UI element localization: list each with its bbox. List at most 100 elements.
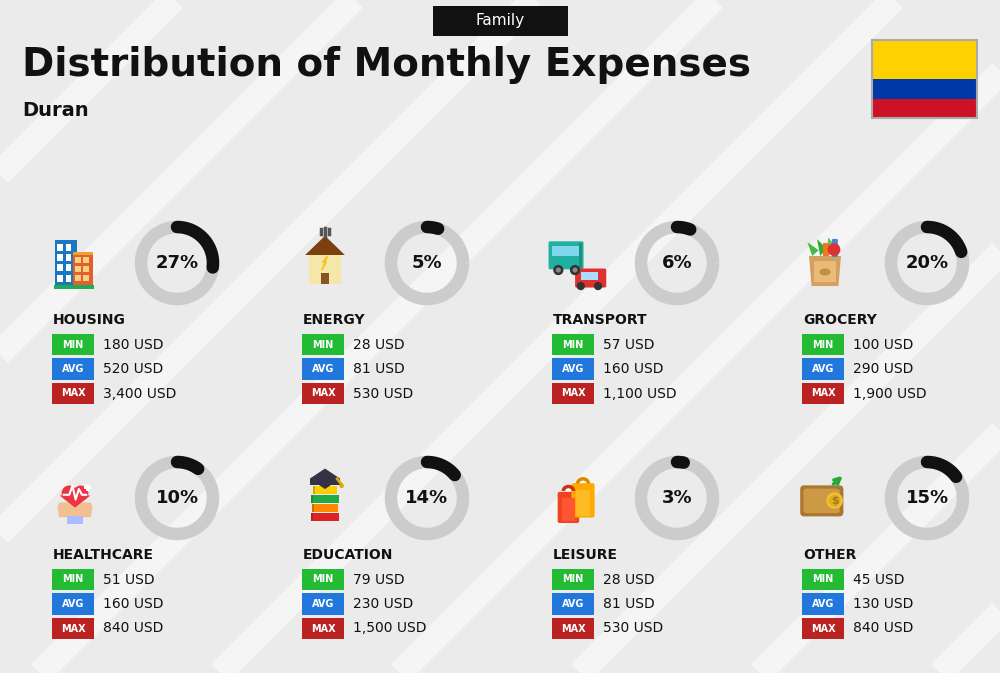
FancyBboxPatch shape: [552, 246, 580, 256]
Text: 3%: 3%: [662, 489, 692, 507]
Text: MAX: MAX: [811, 388, 835, 398]
FancyBboxPatch shape: [83, 266, 89, 272]
Text: LEISURE: LEISURE: [553, 548, 618, 562]
Text: $: $: [831, 495, 838, 505]
FancyBboxPatch shape: [802, 594, 844, 614]
Text: Distribution of Monthly Expenses: Distribution of Monthly Expenses: [22, 46, 751, 84]
Text: 1,900 USD: 1,900 USD: [853, 386, 927, 400]
Circle shape: [828, 243, 840, 256]
FancyBboxPatch shape: [67, 516, 83, 524]
Polygon shape: [305, 236, 345, 255]
Text: 27%: 27%: [155, 254, 199, 272]
Text: MAX: MAX: [311, 623, 335, 633]
Text: 160 USD: 160 USD: [603, 362, 664, 376]
FancyBboxPatch shape: [581, 272, 598, 280]
Text: MIN: MIN: [812, 339, 834, 349]
FancyBboxPatch shape: [52, 569, 94, 590]
Circle shape: [570, 265, 580, 275]
Text: MAX: MAX: [811, 623, 835, 633]
Text: 1,500 USD: 1,500 USD: [353, 621, 426, 635]
FancyBboxPatch shape: [311, 513, 339, 521]
Text: 130 USD: 130 USD: [853, 597, 913, 611]
Circle shape: [556, 267, 561, 273]
FancyBboxPatch shape: [579, 243, 582, 268]
Text: 81 USD: 81 USD: [353, 362, 405, 376]
FancyBboxPatch shape: [321, 273, 329, 284]
Text: HOUSING: HOUSING: [53, 313, 126, 327]
FancyBboxPatch shape: [52, 358, 94, 380]
Polygon shape: [322, 256, 328, 270]
Text: 6%: 6%: [662, 254, 692, 272]
FancyBboxPatch shape: [552, 594, 594, 614]
Circle shape: [339, 484, 344, 488]
FancyBboxPatch shape: [872, 98, 977, 118]
Circle shape: [826, 492, 843, 509]
Text: AVG: AVG: [812, 364, 834, 374]
Text: 840 USD: 840 USD: [103, 621, 163, 635]
FancyBboxPatch shape: [66, 275, 71, 281]
FancyBboxPatch shape: [55, 240, 77, 286]
Polygon shape: [310, 468, 340, 489]
Text: MAX: MAX: [561, 623, 585, 633]
Text: 28 USD: 28 USD: [353, 337, 405, 351]
Text: 79 USD: 79 USD: [353, 573, 405, 586]
FancyBboxPatch shape: [310, 479, 340, 485]
FancyBboxPatch shape: [313, 487, 337, 494]
Text: 180 USD: 180 USD: [103, 337, 164, 351]
FancyBboxPatch shape: [432, 6, 568, 36]
FancyBboxPatch shape: [302, 618, 344, 639]
Text: Duran: Duran: [22, 102, 89, 120]
Ellipse shape: [62, 485, 77, 501]
Text: TRANSPORT: TRANSPORT: [553, 313, 648, 327]
Text: Family: Family: [475, 13, 525, 28]
FancyBboxPatch shape: [73, 252, 93, 286]
FancyBboxPatch shape: [66, 244, 71, 251]
FancyBboxPatch shape: [54, 285, 94, 289]
Text: MIN: MIN: [562, 339, 584, 349]
Polygon shape: [817, 239, 827, 256]
FancyBboxPatch shape: [552, 358, 594, 380]
Circle shape: [553, 265, 563, 275]
Text: AVG: AVG: [562, 364, 584, 374]
FancyBboxPatch shape: [814, 261, 836, 282]
Text: ENERGY: ENERGY: [303, 313, 366, 327]
FancyBboxPatch shape: [57, 244, 63, 251]
Text: HEALTHCARE: HEALTHCARE: [53, 548, 154, 562]
Text: 14%: 14%: [405, 489, 449, 507]
FancyBboxPatch shape: [872, 40, 977, 79]
Text: MAX: MAX: [561, 388, 585, 398]
Polygon shape: [827, 238, 836, 256]
Circle shape: [829, 495, 840, 506]
Text: MIN: MIN: [62, 575, 84, 584]
FancyBboxPatch shape: [302, 569, 344, 590]
FancyBboxPatch shape: [802, 569, 844, 590]
Text: 840 USD: 840 USD: [853, 621, 913, 635]
FancyBboxPatch shape: [302, 594, 344, 614]
Text: 81 USD: 81 USD: [603, 597, 655, 611]
FancyBboxPatch shape: [59, 503, 91, 511]
Ellipse shape: [73, 485, 88, 501]
FancyBboxPatch shape: [75, 275, 81, 281]
Text: 100 USD: 100 USD: [853, 337, 913, 351]
Text: GROCERY: GROCERY: [803, 313, 877, 327]
FancyBboxPatch shape: [313, 487, 315, 494]
Text: AVG: AVG: [62, 364, 84, 374]
Text: AVG: AVG: [812, 599, 834, 609]
FancyBboxPatch shape: [83, 257, 89, 262]
Text: MAX: MAX: [61, 388, 85, 398]
Text: MIN: MIN: [312, 575, 334, 584]
FancyBboxPatch shape: [802, 383, 844, 404]
FancyBboxPatch shape: [552, 334, 594, 355]
FancyBboxPatch shape: [311, 495, 339, 503]
Text: AVG: AVG: [312, 599, 334, 609]
FancyBboxPatch shape: [309, 255, 341, 284]
Text: 520 USD: 520 USD: [103, 362, 163, 376]
Text: AVG: AVG: [62, 599, 84, 609]
FancyBboxPatch shape: [66, 254, 71, 261]
FancyBboxPatch shape: [802, 334, 844, 355]
Polygon shape: [809, 256, 841, 286]
Text: MIN: MIN: [62, 339, 84, 349]
FancyBboxPatch shape: [83, 275, 89, 281]
FancyBboxPatch shape: [57, 254, 63, 261]
FancyBboxPatch shape: [57, 275, 63, 281]
